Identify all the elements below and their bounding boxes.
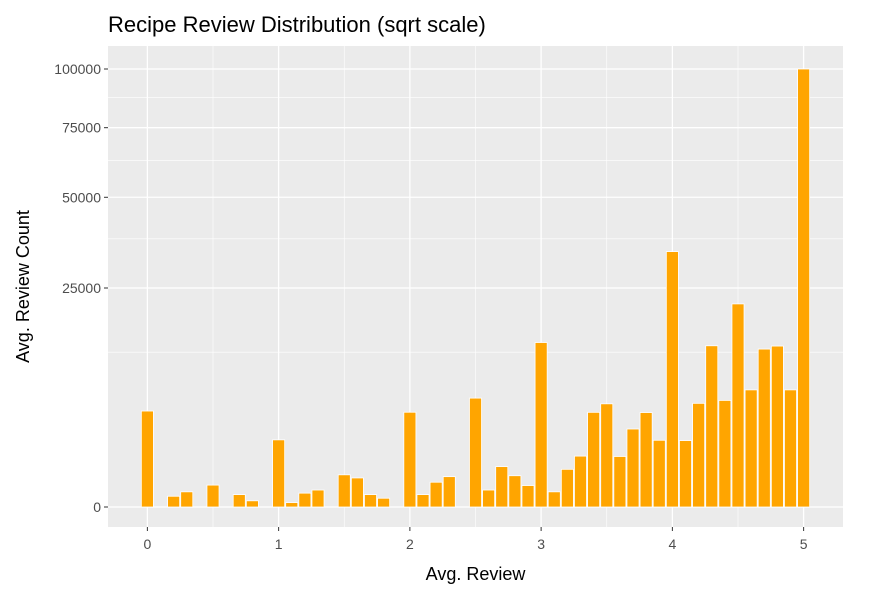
- x-tick-label: 1: [275, 536, 283, 552]
- y-axis-title: Avg. Review Count: [13, 210, 33, 363]
- y-tick-label: 0: [93, 499, 101, 515]
- bar: [272, 439, 286, 508]
- axes: 0 25000 50000 75000 100000 0 1 2 3 4 5: [54, 61, 807, 552]
- y-tick-label: 100000: [54, 61, 101, 77]
- bar: [679, 440, 692, 508]
- bar: [731, 303, 745, 508]
- bar: [442, 476, 456, 508]
- bar: [180, 491, 194, 508]
- bar: [508, 475, 522, 508]
- bar: [665, 251, 679, 508]
- bar: [403, 411, 417, 508]
- bar: [469, 397, 482, 508]
- bar: [140, 410, 154, 508]
- bar: [534, 342, 548, 508]
- bar: [587, 411, 601, 508]
- bar: [298, 492, 312, 508]
- y-tick-label: 50000: [62, 189, 101, 205]
- bar: [613, 456, 627, 508]
- y-tick-label: 75000: [62, 120, 101, 136]
- bar: [364, 494, 377, 508]
- bar: [757, 348, 771, 508]
- bar: [482, 489, 496, 508]
- bar: [350, 477, 364, 508]
- y-tick-label: 25000: [62, 280, 101, 296]
- bar: [416, 494, 430, 508]
- x-tick-label: 5: [800, 536, 808, 552]
- bar: [705, 345, 719, 508]
- bar: [560, 468, 574, 508]
- bar: [495, 466, 509, 508]
- bar: [206, 484, 220, 508]
- bar: [547, 491, 561, 508]
- bar: [377, 497, 391, 508]
- bar: [521, 485, 535, 508]
- bar: [285, 502, 299, 508]
- bar: [245, 500, 259, 508]
- bar: [692, 402, 706, 508]
- bar: [429, 481, 443, 508]
- bar: [311, 489, 325, 508]
- bar: [600, 403, 614, 508]
- x-tick-label: 0: [143, 536, 151, 552]
- bar: [744, 389, 758, 508]
- bar: [626, 428, 640, 508]
- bar: [232, 494, 246, 508]
- bar: [770, 345, 784, 508]
- bar: [574, 455, 587, 508]
- x-axis-title: Avg. Review: [426, 564, 527, 584]
- chart-title: Recipe Review Distribution (sqrt scale): [108, 12, 486, 37]
- bars: [140, 68, 811, 508]
- bar: [797, 68, 811, 508]
- bar: [718, 400, 732, 508]
- bar: [639, 412, 653, 508]
- bar: [337, 474, 351, 508]
- bar: [167, 495, 181, 508]
- x-tick-label: 2: [406, 536, 414, 552]
- bar: [652, 439, 666, 508]
- x-tick-label: 3: [537, 536, 545, 552]
- x-tick-label: 4: [668, 536, 676, 552]
- bar: [784, 389, 797, 508]
